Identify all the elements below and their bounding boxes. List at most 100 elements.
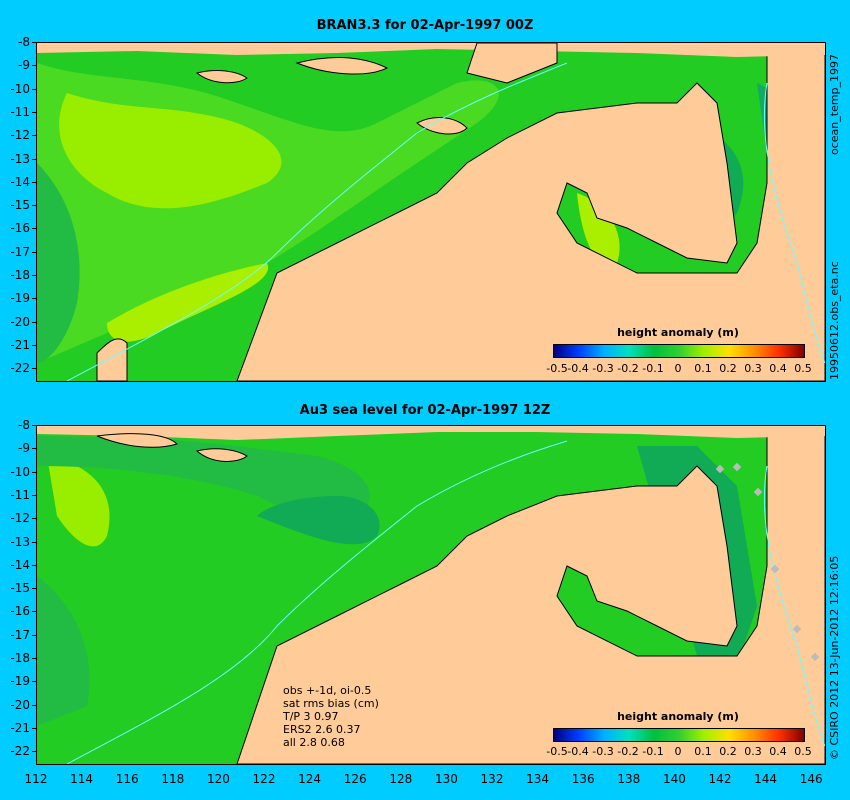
colorbar-tick-label: 0 — [674, 362, 682, 375]
y-tick-label: -18 — [10, 651, 30, 665]
y-tick-label: -15 — [10, 581, 30, 596]
y-tick-label: -9 — [18, 58, 30, 73]
y-tick-label: -20 — [10, 697, 30, 712]
y-tick-mark — [32, 588, 36, 590]
y-tick-mark — [32, 111, 36, 113]
y-tick-mark — [32, 65, 36, 67]
top-side-label-upper: ocean_temp_1997 — [828, 53, 841, 155]
bottom-map — [36, 425, 826, 765]
x-tick-label: 138 — [617, 772, 641, 786]
y-tick-mark — [32, 251, 36, 253]
colorbar-tick-label: 0.4 — [769, 745, 787, 758]
y-tick-label: -12 — [10, 128, 30, 143]
y-tick-mark — [32, 88, 36, 90]
y-tick-mark — [32, 634, 36, 636]
colorbar-tick-label: 0.3 — [744, 745, 762, 758]
y-tick-mark — [32, 471, 36, 473]
y-tick-mark — [32, 298, 36, 300]
note-line: sat rms bias (cm) — [283, 697, 379, 710]
y-tick-label: -13 — [10, 534, 30, 549]
y-tick-mark — [32, 681, 36, 683]
x-tick-label: 116 — [115, 772, 139, 786]
top-colorbar-title: height anomaly (m) — [617, 326, 739, 339]
colorbar-tick-label: -0.1 — [642, 745, 664, 758]
y-tick-label: -11 — [10, 487, 30, 502]
note-line: T/P 3 0.97 — [283, 710, 339, 723]
y-tick-mark — [32, 181, 36, 183]
y-tick-mark — [32, 42, 36, 43]
y-tick-mark — [32, 344, 36, 346]
y-tick-label: -10 — [10, 81, 30, 96]
y-tick-label: -16 — [10, 604, 30, 619]
y-tick-label: -22 — [10, 744, 30, 759]
y-tick-label: -20 — [10, 314, 30, 329]
colorbar-tick-label: -0.1 — [642, 362, 664, 375]
y-tick-label: -18 — [10, 268, 30, 282]
y-tick-label: -11 — [10, 104, 30, 119]
colorbar-tick-label: 0.5 — [794, 745, 812, 758]
x-tick-label: 146 — [799, 772, 823, 786]
top-colorbar — [553, 344, 805, 358]
x-tick-label: 140 — [662, 772, 686, 786]
y-tick-mark — [32, 658, 36, 659]
colorbar-tick-label: -0.4 — [567, 362, 589, 375]
bottom-panel-title: Au3 sea level for 02-Apr-1997 12Z — [299, 403, 551, 418]
colorbar-tick-label: 0 — [674, 745, 682, 758]
x-tick-label: 124 — [298, 772, 322, 786]
y-tick-label: -8 — [18, 35, 30, 49]
y-tick-label: -19 — [10, 291, 30, 306]
colorbar-tick-label: 0.5 — [794, 362, 812, 375]
colorbar-tick-label: 0.2 — [719, 362, 737, 375]
y-tick-mark — [32, 727, 36, 729]
y-tick-label: -9 — [18, 441, 30, 456]
y-tick-label: -8 — [18, 418, 30, 432]
y-tick-mark — [32, 158, 36, 160]
y-tick-label: -12 — [10, 511, 30, 526]
y-tick-label: -22 — [10, 361, 30, 376]
y-tick-mark — [32, 135, 36, 137]
y-tick-label: -13 — [10, 151, 30, 166]
colorbar-tick-label: -0.5 — [546, 362, 568, 375]
x-tick-label: 128 — [389, 772, 413, 786]
colorbar-tick-label: -0.3 — [592, 362, 614, 375]
colorbar-tick-label: 0.1 — [694, 745, 712, 758]
colorbar-tick-label: 0.3 — [744, 362, 762, 375]
y-tick-mark — [32, 564, 36, 566]
colorbar-tick-label: 0.2 — [719, 745, 737, 758]
bottom-side-label: © CSIRO 2012 13-Jun-2012 12:16:05 — [828, 555, 841, 760]
colorbar-tick-label: 0.1 — [694, 362, 712, 375]
y-tick-label: -17 — [10, 627, 30, 642]
y-tick-label: -10 — [10, 464, 30, 479]
top-panel-title: BRAN3.3 for 02-Apr-1997 00Z — [316, 18, 534, 33]
x-tick-label: 132 — [480, 772, 504, 786]
colorbar-tick-label: -0.3 — [592, 745, 614, 758]
top-side-label: 19950612.obs_eta.nc — [828, 261, 841, 380]
y-tick-mark — [32, 751, 36, 753]
y-tick-label: -16 — [10, 221, 30, 236]
colorbar-tick-label: -0.4 — [567, 745, 589, 758]
y-tick-mark — [32, 368, 36, 370]
x-tick-label: 130 — [434, 772, 458, 786]
note-line: ERS2 2.6 0.37 — [283, 723, 361, 736]
x-tick-label: 112 — [24, 772, 48, 786]
x-tick-label: 142 — [708, 772, 732, 786]
y-tick-label: -21 — [10, 720, 30, 735]
observation-notes: obs +-1d, oi-0.5 sat rms bias (cm) T/P 3… — [283, 684, 379, 749]
y-tick-mark — [32, 704, 36, 706]
bottom-colorbar — [553, 728, 805, 742]
x-tick-label: 144 — [754, 772, 778, 786]
note-line: all 2.8 0.68 — [283, 736, 345, 749]
bottom-colorbar-title: height anomaly (m) — [617, 710, 739, 723]
note-line: obs +-1d, oi-0.5 — [283, 684, 372, 697]
top-map — [36, 42, 826, 382]
y-tick-mark — [32, 448, 36, 450]
y-tick-mark — [32, 611, 36, 613]
colorbar-tick-label: 0.4 — [769, 362, 787, 375]
x-tick-label: 134 — [526, 772, 550, 786]
y-tick-label: -19 — [10, 674, 30, 689]
x-tick-label: 122 — [252, 772, 276, 786]
y-tick-mark — [32, 321, 36, 323]
x-tick-label: 118 — [161, 772, 185, 786]
y-tick-label: -14 — [10, 557, 30, 572]
y-tick-mark — [32, 425, 36, 426]
